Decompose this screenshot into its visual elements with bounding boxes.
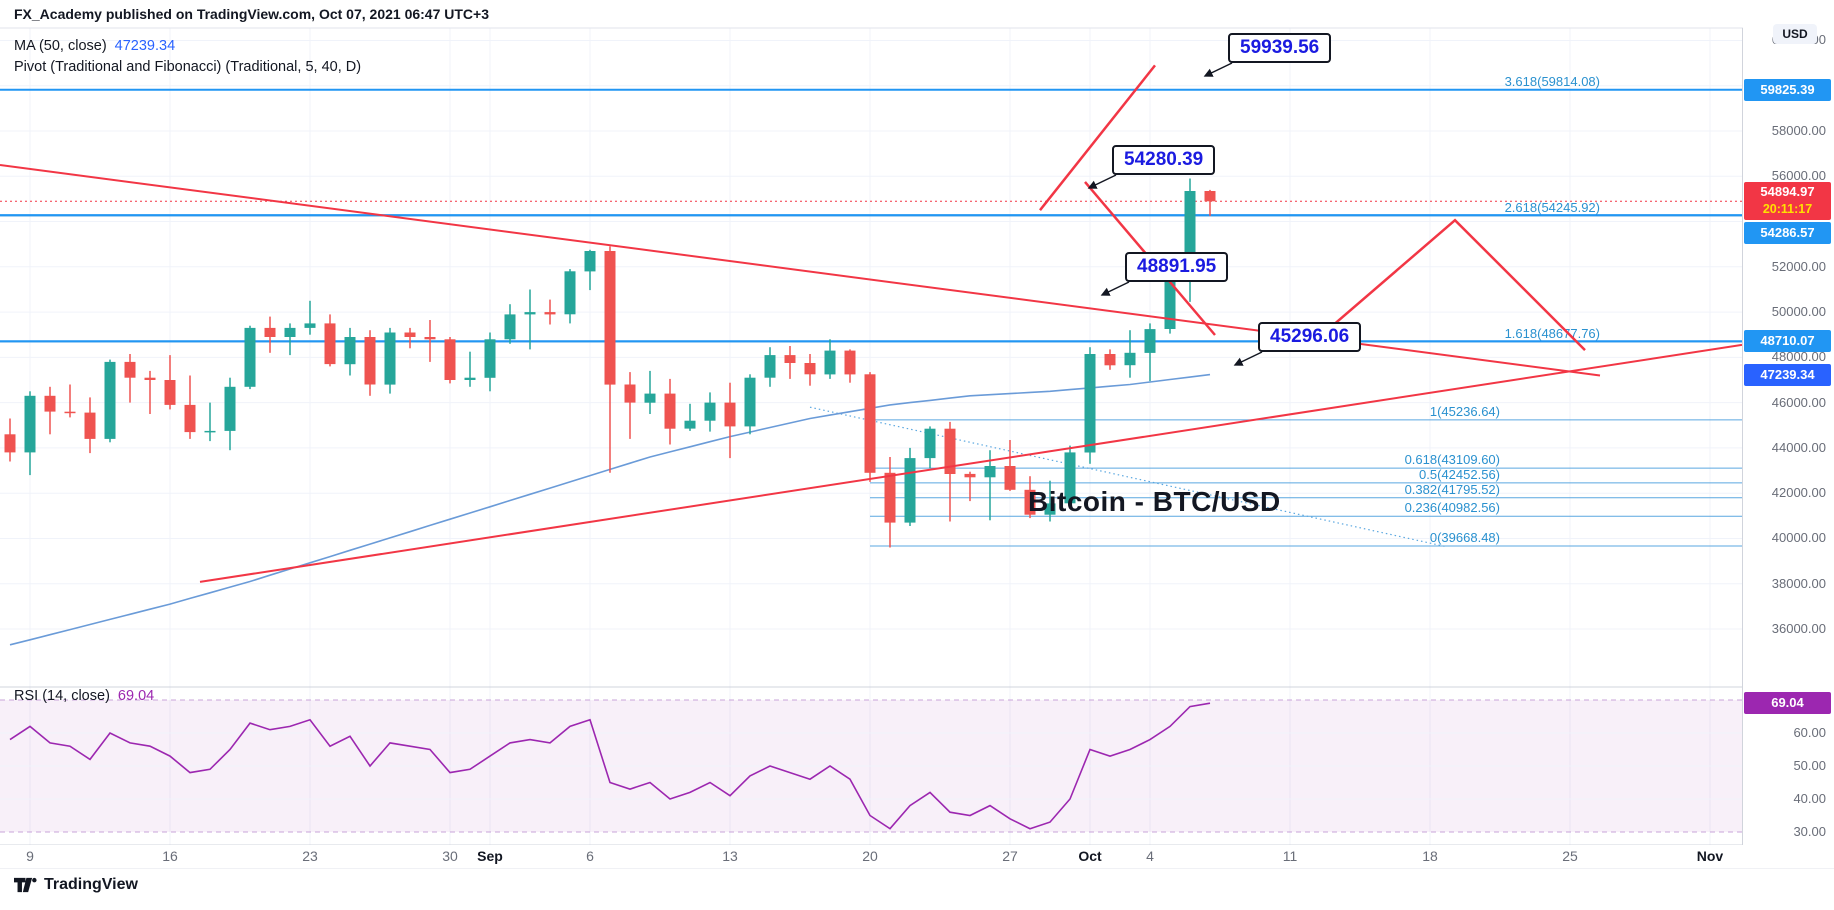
- price-tick-label: 36000.00: [1771, 621, 1826, 636]
- fib-level-label: 0(39668.48): [1430, 530, 1500, 545]
- ma-legend-row: MA (50, close) 47239.34: [14, 36, 361, 57]
- price-tick-label: 48000.00: [1771, 349, 1826, 365]
- time-axis-day-label: 27: [1002, 848, 1018, 864]
- tradingview-brand[interactable]: TradingView: [44, 876, 138, 893]
- tradingview-logo-icon[interactable]: [14, 876, 37, 894]
- rsi-legend: RSI (14, close) 69.04: [14, 688, 154, 704]
- fib-level-label: 1.618(48677.76): [1505, 326, 1600, 341]
- candles: [4, 178, 1216, 548]
- last-price-tag: 54894.97 20:11:17: [1744, 182, 1831, 221]
- rsi-value-tag: 69.04: [1744, 692, 1831, 715]
- price-callout-label: 59939.56: [1228, 33, 1332, 63]
- price-callout-label: 54280.39: [1112, 145, 1216, 175]
- plot-area: 3.618(59814.08) 2.618(54245.92) 1.618(4867…: [0, 28, 1742, 845]
- rsi-tick-label: 60.00: [1793, 725, 1826, 740]
- rsi-line: [9, 702, 1211, 830]
- price-tick-label: 40000.00: [1771, 530, 1826, 546]
- symbol-watermark-text: Bitcoin - BTC/USD: [1028, 486, 1281, 517]
- currency-toggle-button[interactable]: USD: [1773, 24, 1817, 44]
- fib-pivot-levels: 3.618(59814.08) 2.618(54245.92) 1.618(4867…: [0, 74, 1742, 547]
- time-axis-day-label: 20: [862, 848, 878, 864]
- time-axis-day-label: 23: [302, 848, 318, 864]
- publish-info: FX_Academy published on TradingView.com,…: [14, 6, 490, 22]
- time-axis-month-label: Sep: [477, 848, 503, 864]
- time-axis-month-label: Nov: [1696, 848, 1724, 864]
- rsi-legend-value: 69.04: [117, 688, 155, 704]
- ma-legend-label: MA (50, close): [14, 38, 107, 54]
- pivot-legend-label: Pivot (Traditional and Fibonacci) (Tradi…: [14, 59, 362, 75]
- price-tick-label: 52000.00: [1771, 258, 1826, 274]
- price-tick-label: 46000.00: [1771, 394, 1826, 410]
- rsi-legend-label: RSI (14, close): [14, 688, 110, 704]
- time-axis-day-label: 30: [442, 848, 458, 864]
- price-callout-label: 45296.06: [1258, 322, 1362, 352]
- trend-lines: [0, 164, 1742, 583]
- ma-legend-value: 47239.34: [114, 38, 176, 54]
- fib-level-label: 3.618(59814.08): [1505, 74, 1600, 89]
- bar-close-countdown: 20:11:17: [1762, 202, 1813, 217]
- time-axis-day-label: 9: [26, 848, 34, 864]
- price-tick-label: 50000.00: [1771, 304, 1826, 320]
- footer: TradingView: [14, 876, 138, 894]
- rsi-tick-label: 50.00: [1793, 758, 1826, 773]
- time-axis-day-label: 11: [1282, 848, 1298, 864]
- time-axis-day-label: 16: [162, 848, 178, 864]
- rsi-tick-label: 40.00: [1793, 791, 1826, 806]
- price-tag-resistance-1: 48710.07: [1744, 330, 1831, 353]
- time-axis[interactable]: 9 16 23 30 Sep 6 13 20 27 Oct 4 11 18 25 Nov: [0, 845, 1743, 868]
- price-tick-label: 44000.00: [1771, 439, 1826, 455]
- horizontal-support-resistance-lines: [0, 88, 1742, 343]
- indicator-legend: MA (50, close) 47239.34 Pivot (Traditiona…: [14, 36, 361, 78]
- pivot-legend-row: Pivot (Traditional and Fibonacci) (Tradi…: [14, 57, 361, 78]
- time-axis-day-label: 13: [722, 848, 738, 864]
- time-axis-day-label: 6: [586, 848, 594, 864]
- callout-arrows: [1087, 62, 1263, 366]
- price-tag-resistance-3: 59825.39: [1744, 78, 1831, 101]
- price-tick-label: 58000.00: [1771, 123, 1826, 138]
- price-callout-label: 48891.95: [1125, 252, 1229, 282]
- price-tag-resistance-2: 54286.57: [1744, 222, 1831, 245]
- fib-level-label: 0.618(43109.60): [1405, 452, 1500, 467]
- fib-level-label: 0.236(40982.56): [1405, 500, 1500, 515]
- time-axis-day-label: 18: [1422, 848, 1438, 864]
- time-axis-month-label: Oct: [1078, 848, 1102, 864]
- fib-level-label: 0.382(41795.52): [1405, 482, 1500, 497]
- time-axis-day-label: 4: [1146, 848, 1154, 864]
- price-tick-label: 38000.00: [1771, 575, 1826, 591]
- fib-level-label: 0.5(42452.56): [1419, 467, 1500, 482]
- time-axis-day-label: 25: [1562, 848, 1578, 864]
- ma-value-tag: 47239.34: [1744, 363, 1831, 386]
- projection-lines: [1039, 64, 1586, 351]
- price-axis[interactable]: 62000.0058000.0056000.0052000.0050000.00…: [1743, 0, 1834, 868]
- fib-level-label: 2.618(54245.92): [1505, 200, 1600, 215]
- fib-level-label: 1(45236.64): [1430, 404, 1500, 419]
- rsi-tick-label: 30.00: [1793, 824, 1826, 839]
- price-tick-label: 42000.00: [1771, 485, 1826, 501]
- price-tick-label: 56000.00: [1771, 168, 1826, 184]
- pivot-connector-dotted-line: [809, 406, 1446, 547]
- last-price-value: 54894.97: [1760, 184, 1815, 200]
